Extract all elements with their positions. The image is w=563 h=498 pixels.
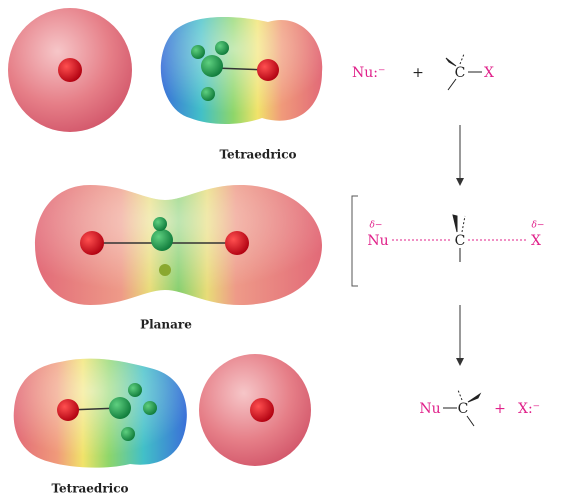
atom xyxy=(58,58,82,82)
charge-map-shine xyxy=(35,185,322,305)
wedge-bond xyxy=(452,214,458,233)
partial-charge: δ− xyxy=(532,221,545,231)
atom xyxy=(109,397,131,419)
atom xyxy=(143,401,157,415)
geometry-label: Tetraedrico xyxy=(51,482,128,496)
nucleophile: Nu:⁻ xyxy=(352,65,385,81)
partial-charge: δ− xyxy=(370,221,383,231)
charge-map-shine xyxy=(13,358,187,468)
geometry-label: Tetraedrico xyxy=(219,148,296,162)
atom xyxy=(57,399,79,421)
carbon: C xyxy=(455,233,466,249)
atom xyxy=(191,45,205,59)
bond xyxy=(466,415,475,427)
carbon: C xyxy=(455,65,466,81)
atom xyxy=(151,229,173,251)
wedge-bond xyxy=(445,57,457,67)
carbon: C xyxy=(458,401,469,417)
leaving-group: X:⁻ xyxy=(518,401,540,417)
nucleophile: Nu xyxy=(419,401,440,417)
dash-bond xyxy=(459,53,465,65)
atom xyxy=(201,87,215,101)
atom xyxy=(80,231,104,255)
plus-sign: + xyxy=(494,401,506,417)
atom xyxy=(159,264,171,276)
dash-bond xyxy=(457,389,463,401)
nucleophile: Nu xyxy=(367,233,388,249)
atom xyxy=(250,398,274,422)
leaving-group: X xyxy=(484,65,494,81)
arrow-head xyxy=(456,358,464,366)
bond xyxy=(447,78,457,91)
arrow-head xyxy=(456,178,464,186)
bracket xyxy=(351,195,358,287)
plus-sign: + xyxy=(412,65,424,81)
atom xyxy=(128,383,142,397)
atom xyxy=(153,217,167,231)
atom xyxy=(201,55,223,77)
atom xyxy=(257,59,279,81)
atom xyxy=(215,41,229,55)
leaving-group: X xyxy=(531,233,541,249)
atom xyxy=(121,427,135,441)
wedge-bond xyxy=(467,392,482,403)
dash-bond xyxy=(461,215,466,233)
charge-map-shine xyxy=(160,17,323,124)
atom xyxy=(225,231,249,255)
geometry-label: Planare xyxy=(140,318,192,332)
